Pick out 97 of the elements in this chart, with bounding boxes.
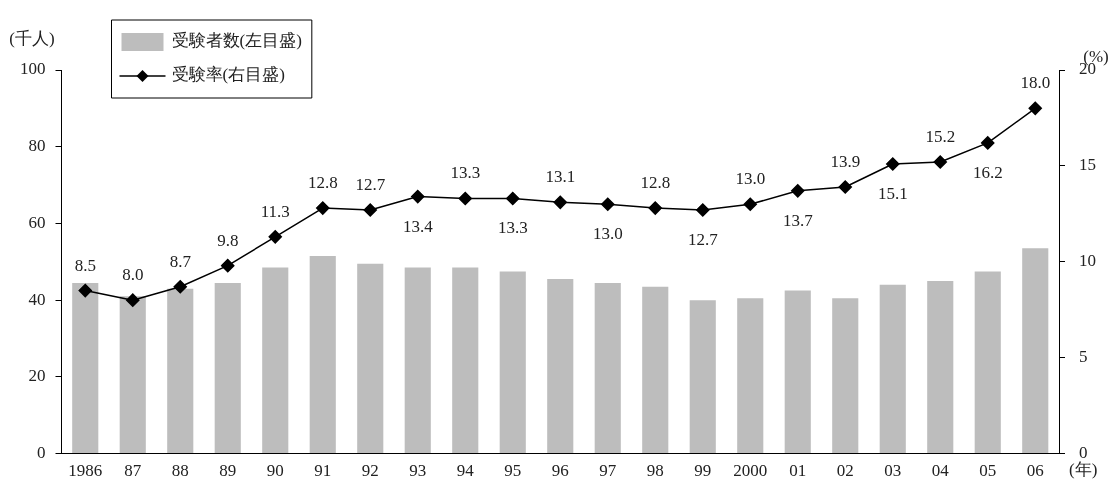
data-label: 13.4	[402, 216, 434, 236]
point	[553, 195, 567, 210]
y2-tick-label: 10	[1079, 251, 1096, 271]
point	[363, 203, 377, 217]
y2-tick-label: 5	[1079, 347, 1088, 367]
x-tick-label: 03	[884, 461, 902, 481]
point	[648, 201, 662, 215]
bar	[594, 282, 621, 454]
data-label: 8.5	[74, 255, 96, 275]
bar	[214, 282, 241, 454]
x-tick-label: 2000	[733, 461, 768, 481]
x-tick-label: 93	[409, 461, 427, 481]
bar	[832, 298, 859, 454]
x-tick-label: 97	[599, 461, 617, 481]
point	[743, 197, 757, 212]
x-tick-label: 90	[266, 461, 284, 481]
x-tick-label: 91	[314, 461, 332, 481]
y-tick-label: 80	[28, 136, 46, 156]
x-tick-label: 99	[694, 461, 712, 481]
bar	[974, 271, 1001, 454]
data-label: 13.3	[450, 163, 481, 183]
y-tick-label: 100	[20, 59, 46, 79]
bar	[737, 298, 764, 454]
x-tick-label: 94	[456, 461, 475, 481]
bar	[642, 286, 669, 454]
point	[696, 203, 710, 217]
data-label: 12.7	[355, 174, 386, 194]
x-tick-label: 1986	[68, 461, 103, 481]
y-tick-label: 60	[28, 212, 46, 232]
point	[981, 136, 995, 150]
data-label: 12.8	[307, 173, 338, 193]
x-tick-label: 02	[836, 461, 854, 481]
bar	[689, 300, 716, 454]
y-tick-label: 20	[28, 366, 46, 386]
point	[78, 283, 92, 298]
data-label: 15.1	[877, 183, 908, 203]
point	[791, 184, 805, 198]
bar	[547, 279, 574, 454]
data-label: 8.0	[122, 265, 144, 285]
x-tick-label: 06	[1026, 461, 1044, 481]
data-label: 13.7	[782, 210, 814, 230]
x-tick-label: 92	[361, 461, 379, 481]
y-tick-label: 40	[28, 289, 46, 309]
x-tick-label: 87	[124, 461, 142, 481]
bar	[72, 282, 99, 454]
data-label: 13.3	[497, 218, 528, 238]
bar	[499, 271, 526, 454]
data-label: 13.0	[735, 169, 766, 189]
point	[316, 201, 330, 215]
y-axis-title: (千人)	[9, 28, 55, 48]
legend-label: 受験率(右目盛)	[171, 65, 285, 85]
bar	[1022, 248, 1049, 454]
point	[268, 230, 282, 244]
data-label: 13.9	[830, 151, 861, 171]
data-label: 8.7	[169, 251, 192, 271]
x-axis-title: (年)	[1069, 459, 1098, 479]
point	[173, 279, 187, 294]
x-tick-label: 96	[551, 461, 569, 481]
point	[838, 180, 852, 194]
bar	[927, 280, 954, 454]
x-tick-label: 98	[646, 461, 664, 481]
point	[221, 258, 235, 273]
point	[506, 191, 520, 206]
x-tick-label: 05	[979, 461, 997, 481]
point	[411, 189, 425, 204]
y2-tick-label: 15	[1079, 155, 1096, 175]
bar	[452, 267, 479, 454]
bar	[404, 267, 431, 454]
point	[1028, 101, 1042, 116]
x-tick-label: 95	[504, 461, 522, 481]
x-tick-label: 04	[931, 461, 950, 481]
data-label: 18.0	[1020, 73, 1051, 93]
data-label: 16.2	[972, 162, 1003, 182]
bar	[357, 263, 384, 454]
bar	[119, 296, 146, 454]
bar	[262, 267, 289, 454]
data-label: 13.1	[545, 167, 576, 187]
point	[886, 157, 900, 171]
bar	[167, 288, 194, 454]
point	[601, 197, 615, 212]
bar	[879, 284, 906, 454]
y-tick-label: 0	[37, 443, 46, 463]
point	[933, 155, 947, 169]
bar	[309, 256, 336, 454]
data-label: 13.0	[592, 224, 623, 244]
x-tick-label: 01	[789, 461, 807, 481]
x-tick-label: 89	[219, 461, 237, 481]
point	[458, 191, 472, 206]
legend-label: 受験者数(左目盛)	[171, 31, 302, 51]
data-label: 15.2	[925, 127, 956, 147]
point	[126, 293, 140, 307]
data-label: 9.8	[217, 230, 239, 250]
x-tick-label: 88	[171, 461, 189, 481]
data-label: 12.7	[687, 229, 719, 249]
bar	[784, 290, 811, 454]
data-label: 11.3	[260, 201, 290, 221]
data-label: 12.8	[640, 173, 671, 193]
